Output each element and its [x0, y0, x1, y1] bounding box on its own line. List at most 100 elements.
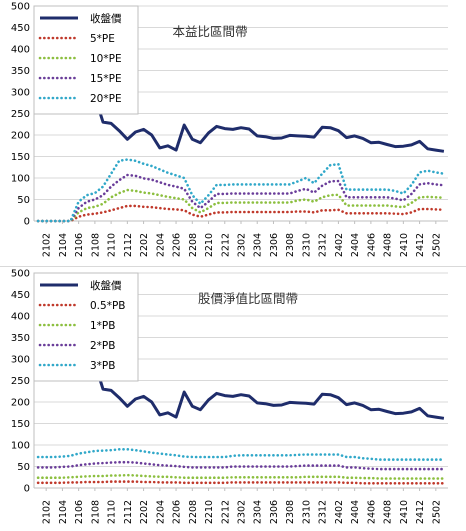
y-tick-label: 350: [11, 66, 30, 77]
y-tick-label: 400: [11, 45, 30, 56]
x-tick-label: 2404: [350, 500, 361, 524]
x-tick-label: 2212: [220, 500, 231, 524]
x-tick-label: 2304: [253, 500, 264, 524]
x-tick-label: 2408: [383, 500, 394, 524]
x-tick-label: 2308: [285, 500, 296, 524]
x-tick-label: 2104: [58, 233, 69, 257]
x-tick-label: 2306: [269, 500, 280, 524]
y-tick-label: 250: [11, 109, 30, 120]
y-tick-label: 100: [11, 441, 30, 452]
x-tick-label: 2210: [204, 500, 215, 524]
legend: 收盤價 0.5*PB 1*PB 2*PB 3*PB: [33, 272, 139, 382]
y-tick-label: 0: [24, 484, 30, 495]
legend-label: 收盤價: [90, 279, 122, 292]
x-tick-label: 2112: [123, 233, 134, 257]
series-line-1: [36, 204, 446, 223]
x-tick-label: 2302: [237, 233, 248, 257]
x-tick-label: 2410: [399, 500, 410, 524]
series-line-0: [36, 323, 445, 420]
x-tick-label: 2102: [42, 233, 53, 257]
y-tick-label: 450: [11, 23, 30, 34]
x-tick-label: 2206: [172, 233, 183, 257]
x-tick-label: 2110: [107, 500, 118, 524]
x-tick-label: 2312: [318, 233, 329, 257]
x-tick-label: 2106: [74, 500, 85, 524]
x-tick-label: 2104: [58, 500, 69, 524]
legend: 收盤價 5*PE 10*PE 15*PE 20*PE: [33, 5, 139, 115]
y-tick-label: 350: [11, 333, 30, 344]
chart-title: 股價淨值比區間帶: [198, 291, 298, 306]
x-tick-label: 2502: [431, 233, 442, 257]
x-tick-label: 2402: [334, 233, 345, 257]
x-tick-label: 2404: [350, 233, 361, 257]
y-tick-label: 400: [11, 312, 30, 323]
pe-band-chart: 0 50 100 150 200 250 300 350 400 450 500 2102 2104 21…: [11, 2, 448, 257]
x-tick-label: 2108: [90, 233, 101, 257]
x-tick-label: 2202: [139, 500, 150, 524]
legend-label: 0.5*PB: [90, 300, 125, 312]
x-tick-label: 2212: [220, 233, 231, 257]
x-tick-label: 2310: [301, 500, 312, 524]
legend-label: 20*PE: [90, 93, 122, 105]
legend-label: 15*PE: [90, 73, 122, 85]
y-tick-label: 500: [11, 2, 30, 13]
x-tick-label: 2106: [74, 233, 85, 257]
x-tick-label: 2412: [415, 500, 426, 524]
x-tick-label: 2210: [204, 233, 215, 257]
x-tick-label: 2302: [237, 500, 248, 524]
x-tick-label: 2208: [188, 500, 199, 524]
x-tick-label: 2204: [155, 500, 166, 524]
x-tick-label: 2312: [318, 500, 329, 524]
series-line-1: [36, 480, 446, 485]
series-line-4: [36, 448, 446, 461]
series-line-2: [36, 188, 446, 223]
series-line-3: [36, 460, 446, 471]
x-tick-label: 2406: [366, 500, 377, 524]
y-tick-label: 150: [11, 152, 30, 163]
pe-band-chart-panel: 0 50 100 150 200 250 300 350 400 450 500 2102 2104 21…: [0, 0, 466, 264]
legend-box: [33, 5, 139, 115]
y-tick-label: 200: [11, 398, 30, 409]
y-tick-label: 250: [11, 376, 30, 387]
x-tick-label: 2412: [415, 233, 426, 257]
x-tick-label: 2202: [139, 233, 150, 257]
series-line-4: [36, 158, 446, 223]
legend-label: 2*PB: [90, 340, 115, 352]
x-tick-label: 2402: [334, 500, 345, 524]
x-tick-label: 2110: [107, 233, 118, 257]
chart-title: 本益比區間帶: [172, 24, 247, 39]
legend-box: [33, 272, 139, 382]
x-tick-label: 2304: [253, 233, 264, 257]
x-tick-label: 2410: [399, 233, 410, 257]
y-tick-label: 300: [11, 88, 30, 99]
x-tick-label: 2408: [383, 233, 394, 257]
y-tick-label: 50: [17, 462, 30, 473]
x-tick-label: 2204: [155, 233, 166, 257]
y-tick-label: 500: [11, 269, 30, 280]
x-tick-label: 2310: [301, 233, 312, 257]
series-line-0: [37, 90, 445, 153]
y-tick-label: 200: [11, 131, 30, 142]
y-tick-label: 50: [17, 195, 30, 206]
pb-band-chart: 0 50 100 150 200 250 300 350 400 450 500 2102 2104 21…: [11, 269, 448, 524]
x-tick-label: 2112: [123, 500, 134, 524]
x-tick-label: 2108: [90, 500, 101, 524]
x-tick-label: 2306: [269, 233, 280, 257]
x-tick-label: 2406: [366, 233, 377, 257]
x-tick-label: 2308: [285, 233, 296, 257]
x-tick-label: 2102: [42, 500, 53, 524]
series-line-3: [36, 173, 446, 223]
y-tick-label: 450: [11, 290, 30, 301]
x-tick-label: 2502: [431, 500, 442, 524]
y-tick-label: 100: [11, 174, 30, 185]
y-tick-label: 0: [24, 217, 30, 228]
legend-label: 收盤價: [90, 12, 122, 25]
y-tick-label: 150: [11, 419, 30, 430]
series-line-2: [36, 473, 446, 480]
pb-band-chart-panel: 0 50 100 150 200 250 300 350 400 450 500 2102 2104 21…: [0, 266, 466, 531]
legend-label: 1*PB: [90, 320, 115, 332]
y-tick-label: 300: [11, 355, 30, 366]
x-tick-label: 2206: [172, 500, 183, 524]
legend-label: 3*PB: [90, 360, 115, 372]
x-tick-label: 2208: [188, 233, 199, 257]
